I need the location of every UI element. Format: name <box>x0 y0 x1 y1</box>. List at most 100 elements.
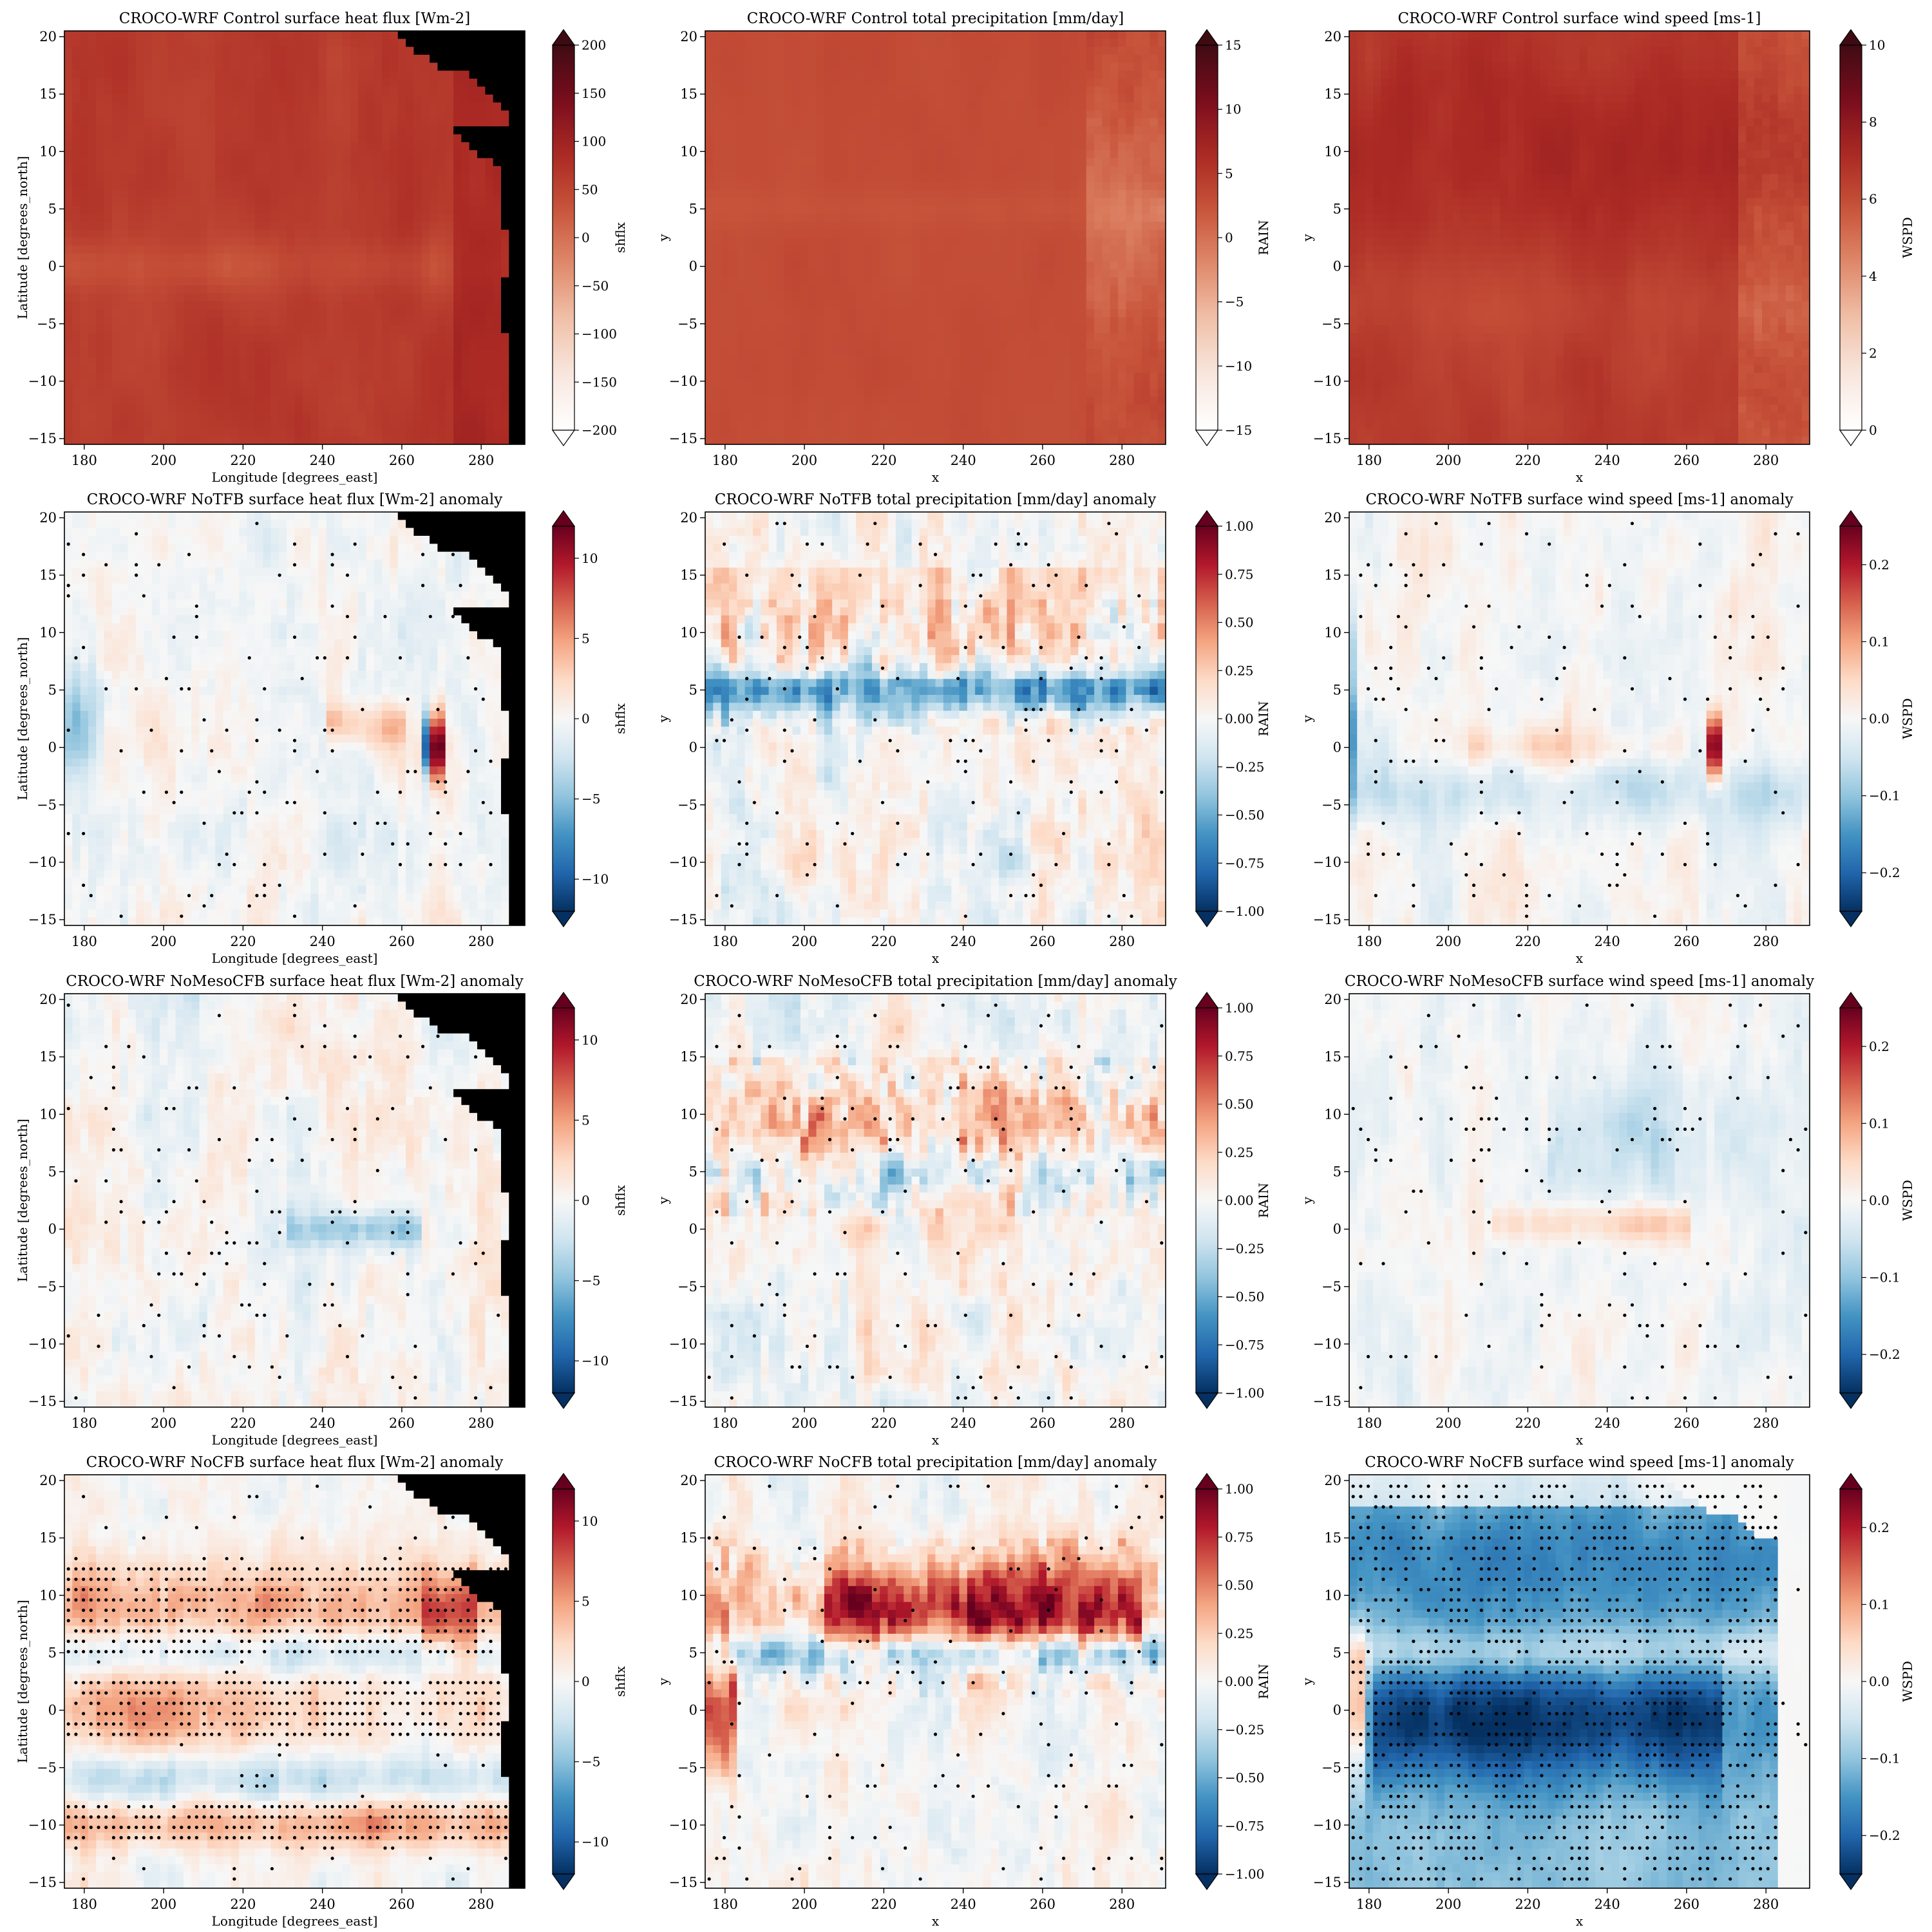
heatmap-cell <box>128 229 137 238</box>
heatmap-cell <box>887 31 896 39</box>
heatmap-cell <box>239 261 248 270</box>
heatmap-cell <box>840 189 849 198</box>
heatmap-cell <box>1078 245 1087 254</box>
heatmap-cell <box>183 412 192 421</box>
heatmap-cell <box>350 388 359 397</box>
heatmap-cell <box>406 412 414 421</box>
heatmap-cell <box>342 46 351 55</box>
heatmap-cell <box>318 428 327 437</box>
heatmap-cell <box>840 214 849 222</box>
heatmap-cell <box>744 134 753 143</box>
heatmap-cell <box>175 293 184 302</box>
heatmap-cell <box>1062 118 1071 127</box>
heatmap-cell <box>358 245 366 254</box>
heatmap-cell <box>1078 134 1087 143</box>
heatmap-cell <box>808 86 817 95</box>
heatmap-cell <box>350 341 359 350</box>
heatmap-cell <box>278 357 287 366</box>
heatmap-cell <box>366 62 375 71</box>
heatmap-cell <box>1030 158 1039 167</box>
heatmap-cell <box>334 31 343 39</box>
heatmap-cell <box>430 126 438 135</box>
heatmap-cell <box>406 110 414 119</box>
heatmap-cell <box>461 317 470 326</box>
heatmap-cell <box>334 62 343 71</box>
heatmap-cell <box>254 134 263 143</box>
heatmap-cell <box>334 166 343 175</box>
heatmap-cell <box>1086 166 1095 175</box>
heatmap-cell <box>326 46 335 55</box>
heatmap-cell <box>294 365 303 374</box>
heatmap-cell <box>342 261 351 270</box>
heatmap-cell <box>453 166 462 175</box>
heatmap-cell <box>1046 222 1055 231</box>
heatmap-cell <box>1054 118 1063 127</box>
heatmap-cell <box>397 261 406 270</box>
heatmap-cell <box>151 110 160 119</box>
heatmap-cell <box>287 341 296 350</box>
heatmap-cell <box>72 301 81 310</box>
heatmap-cell <box>382 142 390 151</box>
heatmap-cell <box>967 110 976 119</box>
heatmap-cell <box>183 365 192 374</box>
heatmap-cell <box>768 174 777 183</box>
heatmap-cell <box>207 55 216 63</box>
heatmap-cell <box>983 198 992 207</box>
heatmap-cell <box>239 70 248 79</box>
heatmap-cell <box>713 110 722 119</box>
heatmap-cell <box>350 277 359 286</box>
heatmap-cell <box>430 357 438 366</box>
heatmap-cell <box>1007 229 1016 238</box>
heatmap-cell <box>128 396 137 405</box>
heatmap-cell <box>80 62 89 71</box>
heatmap-cell <box>413 372 422 381</box>
heatmap-cell <box>397 102 406 111</box>
heatmap-cell <box>729 238 737 246</box>
heatmap-cell <box>737 293 746 302</box>
heatmap-cell <box>374 285 383 294</box>
heatmap-cell <box>128 253 137 262</box>
heatmap-cell <box>278 46 287 55</box>
heatmap-cell <box>397 134 406 143</box>
heatmap-cell <box>350 102 359 111</box>
heatmap-cell <box>215 86 224 95</box>
heatmap-cell <box>326 189 335 198</box>
heatmap-cell <box>753 94 761 103</box>
heatmap-cell <box>895 62 904 71</box>
heatmap-cell <box>374 134 383 143</box>
heatmap-cell <box>72 269 81 278</box>
heatmap-cell <box>784 189 793 198</box>
heatmap-cell <box>215 229 224 238</box>
heatmap-cell <box>1062 205 1071 214</box>
heatmap-cell <box>88 86 97 95</box>
heatmap-cell <box>318 388 327 397</box>
heatmap-cell <box>96 372 105 381</box>
x-tick-label: 260 <box>389 453 415 468</box>
heatmap-cell <box>1007 39 1016 48</box>
heatmap-cell <box>358 365 366 374</box>
heatmap-cell <box>792 94 801 103</box>
heatmap-cell <box>223 142 232 151</box>
heatmap-cell <box>1078 142 1087 151</box>
heatmap-cell <box>406 166 414 175</box>
heatmap-cell <box>390 436 399 444</box>
heatmap-cell <box>864 150 873 159</box>
heatmap-cell <box>967 222 976 231</box>
heatmap-cell <box>784 79 793 87</box>
heatmap-cell <box>761 126 770 135</box>
heatmap-cell <box>112 62 120 71</box>
heatmap-cell <box>1118 253 1126 262</box>
heatmap-cell <box>120 301 129 310</box>
heatmap-cell <box>919 245 928 254</box>
heatmap-cell <box>294 142 303 151</box>
heatmap-cell <box>350 309 359 317</box>
heatmap-cell <box>167 293 176 302</box>
heatmap-cell <box>159 269 168 278</box>
heatmap-cell <box>406 205 414 214</box>
heatmap-cell <box>390 94 399 103</box>
heatmap-cell <box>421 396 430 405</box>
heatmap-cell <box>366 341 375 350</box>
heatmap-cell <box>144 372 153 381</box>
heatmap-cell <box>159 110 168 119</box>
heatmap-cell <box>421 110 430 119</box>
